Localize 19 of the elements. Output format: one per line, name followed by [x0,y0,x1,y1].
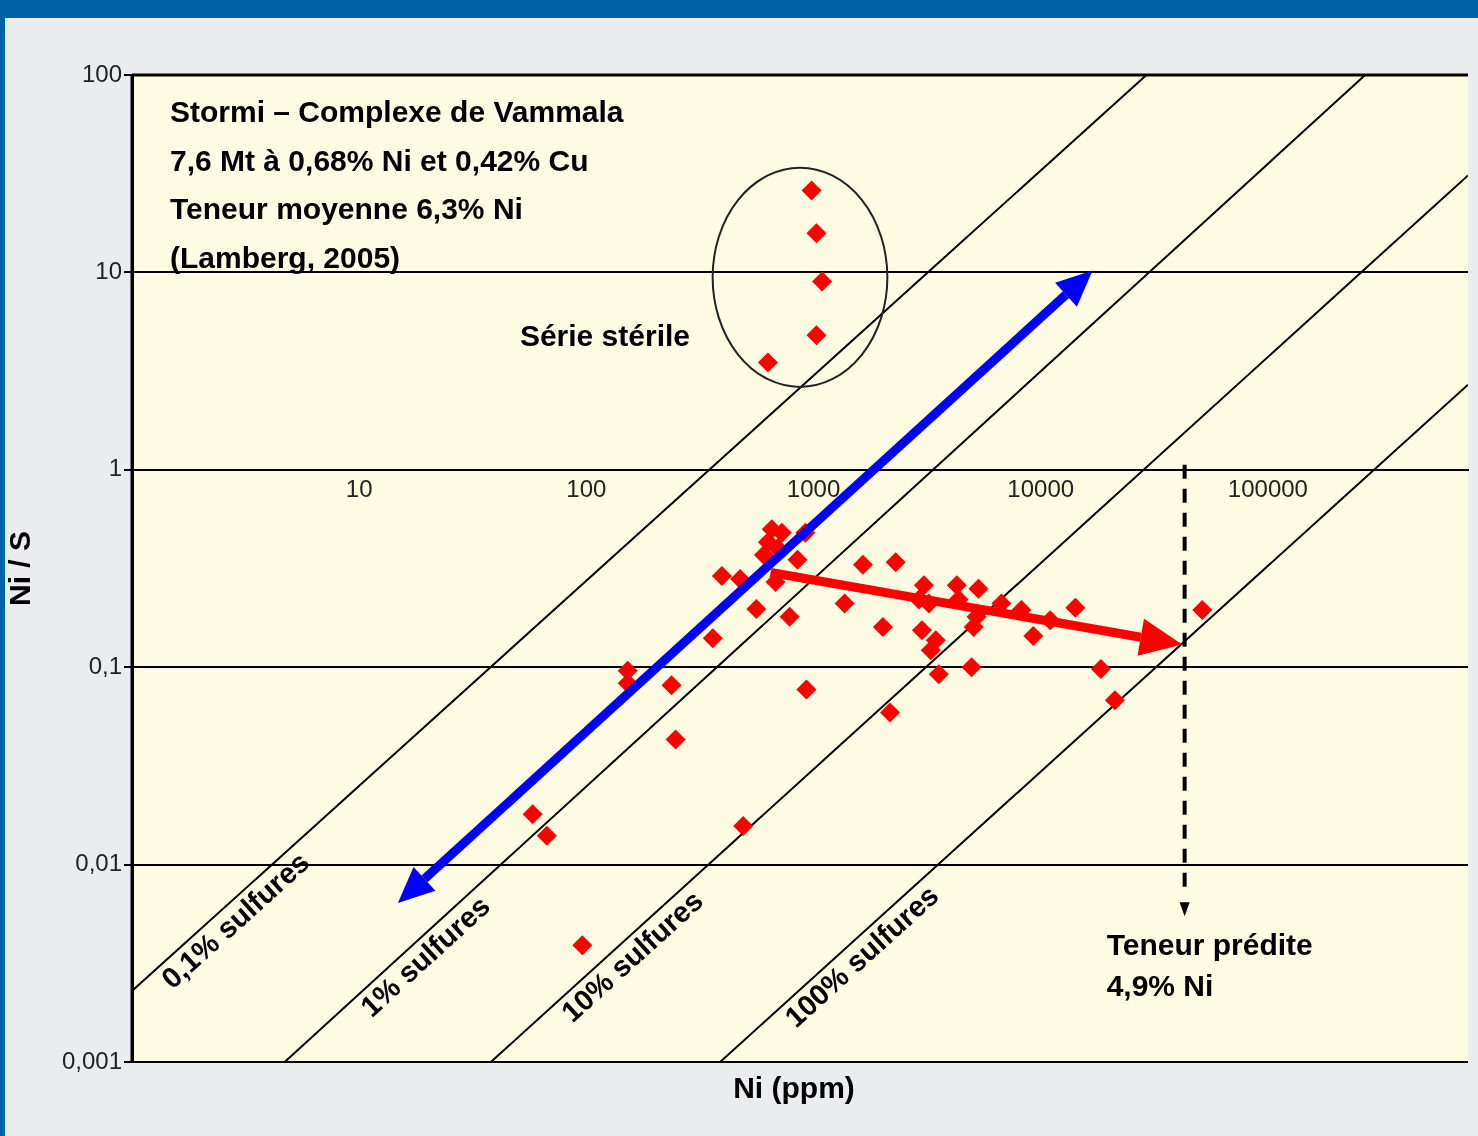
x-tick-label: 100 [566,474,607,502]
x-axis-title: Ni (ppm) [733,1071,855,1105]
y-tick-label: 0,1 [88,651,122,679]
x-tick-label: 10 [345,474,373,502]
y-axis-title: Ni / S [3,530,37,607]
annotation: Teneur moyenne 6,3% Ni [170,192,523,225]
y-tick-label: 0,001 [61,1046,122,1074]
y-tick-label: 1 [108,454,122,482]
x-tick-label: 1000 [786,474,841,502]
annotation: 7,6 Mt à 0,68% Ni et 0,42% Cu [170,143,589,177]
annotation: Série stérile [519,318,691,352]
y-tick-label: 100 [81,59,122,87]
x-tick-label: 100000 [1227,474,1308,502]
x-tick-label: 10000 [1007,474,1075,502]
annotation: (Lamberg, 2005) [170,240,401,274]
annotation: Stormi – Complexe de Vammala [170,95,624,128]
y-tick-label: 10 [95,257,122,285]
y-tick-label: 0,01 [75,849,122,877]
ref-line-label: Teneur prédite 4,9% Ni [1106,928,1313,1003]
